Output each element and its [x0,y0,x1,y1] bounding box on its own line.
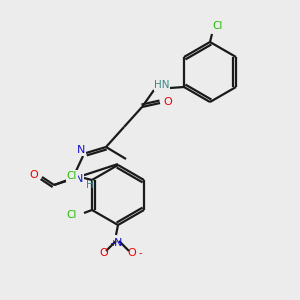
Text: Cl: Cl [213,21,223,31]
Text: O: O [164,97,172,107]
Text: H: H [86,180,94,190]
Text: O: O [128,248,136,258]
Text: HN: HN [154,80,170,90]
Text: N: N [75,174,83,184]
Text: N: N [77,145,85,155]
Text: O: O [100,248,108,258]
Text: N: N [114,238,122,248]
Text: Cl: Cl [67,171,77,181]
Text: O: O [30,170,38,180]
Text: +: + [110,238,116,247]
Text: -: - [138,248,142,258]
Text: Cl: Cl [67,210,77,220]
